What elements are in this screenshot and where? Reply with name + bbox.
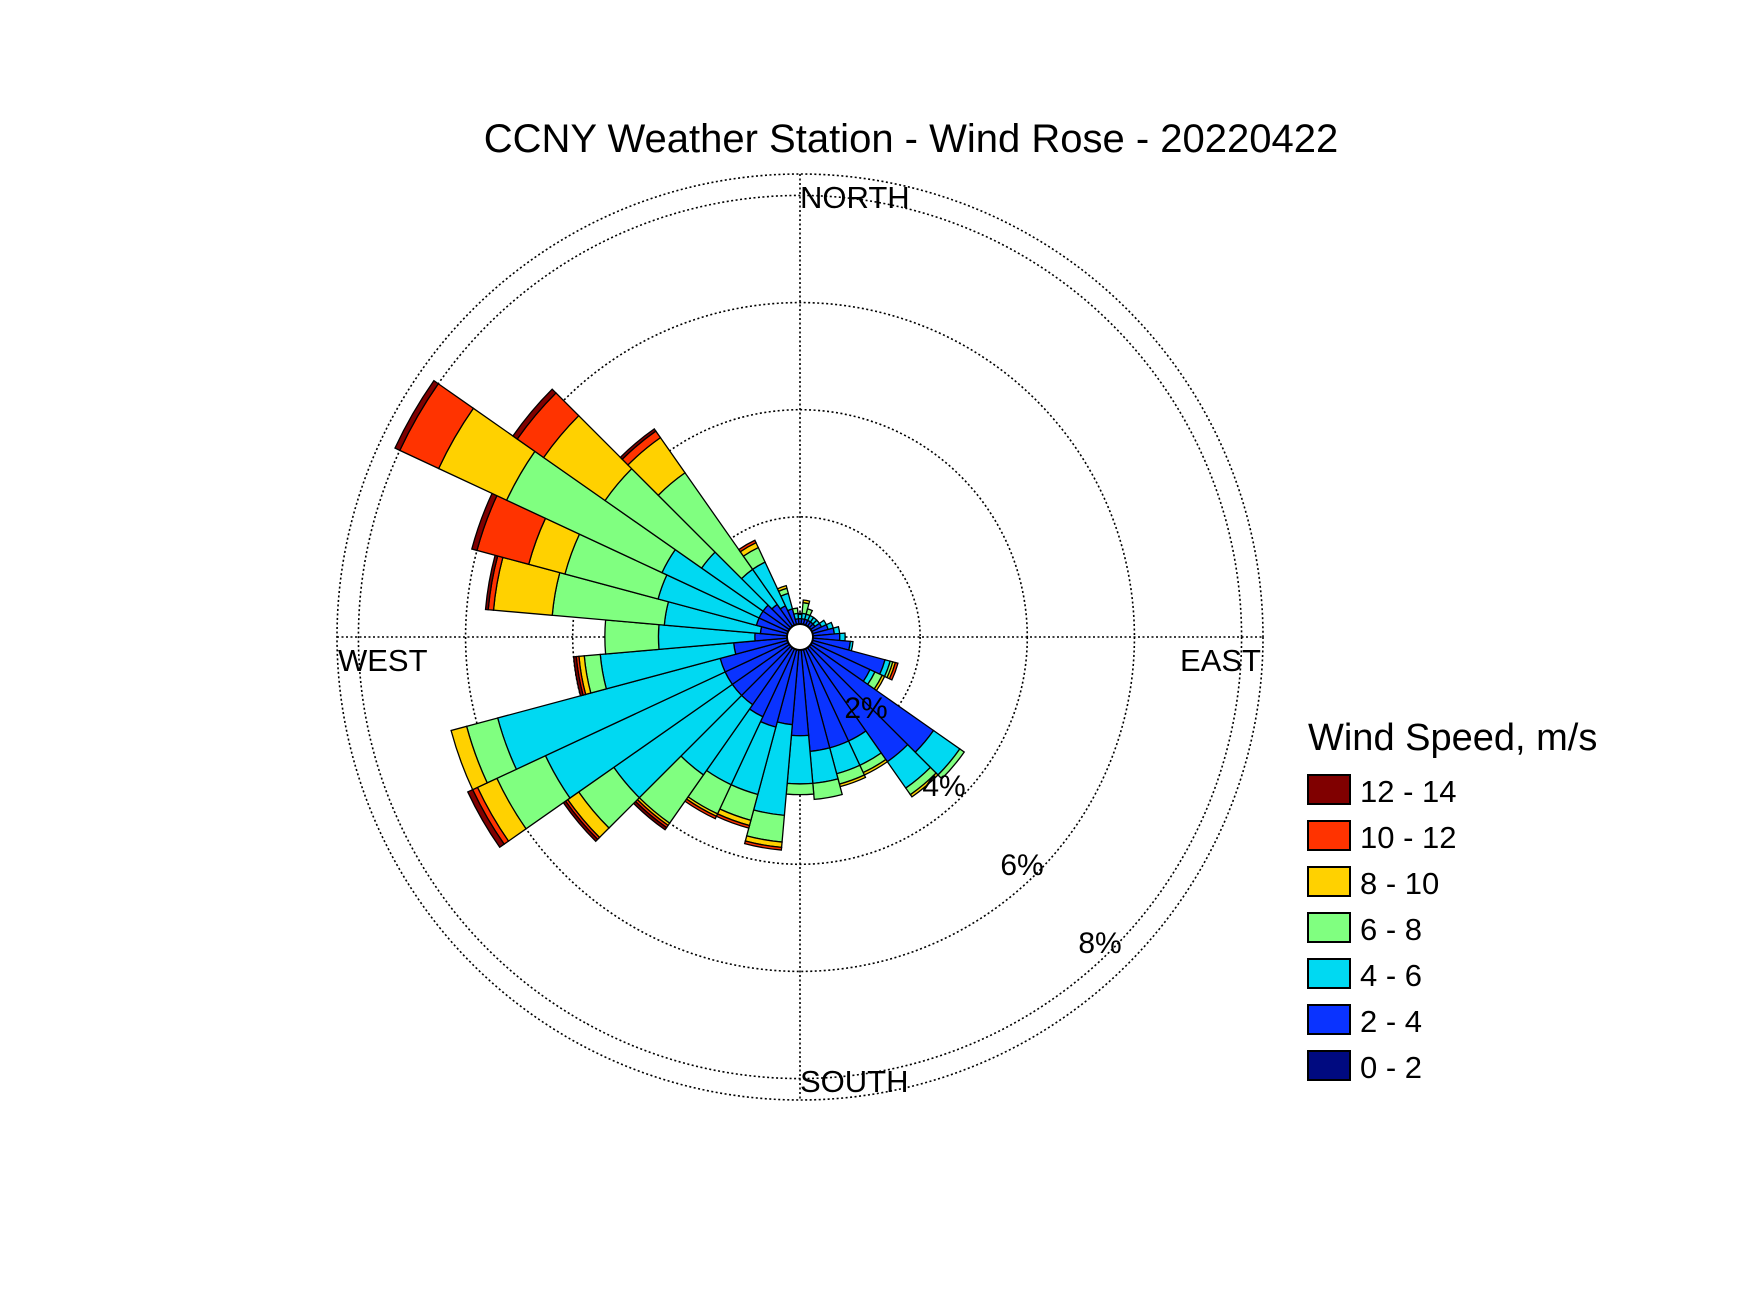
radial-tick-label-4: 4% bbox=[922, 770, 965, 803]
radial-tick-label-6: 6% bbox=[1000, 849, 1043, 882]
sector-330-bin-5 bbox=[737, 539, 757, 553]
sector-80-bin-2 bbox=[832, 625, 841, 635]
sector-170-bin-3 bbox=[812, 778, 843, 801]
sector-310-bin-6 bbox=[511, 388, 557, 440]
radial-tick-label-2: 2% bbox=[844, 692, 887, 725]
legend-swatch-2 bbox=[1307, 866, 1351, 897]
legend-swatch-0 bbox=[1307, 774, 1351, 805]
chart-title: CCNY Weather Station - Wind Rose - 20220… bbox=[484, 117, 1339, 161]
legend-swatch-1 bbox=[1307, 820, 1351, 851]
radial-grid bbox=[336, 173, 1264, 1101]
sector-250-bin-4 bbox=[450, 725, 489, 791]
sector-350-bin-3 bbox=[791, 607, 799, 615]
legend-swatch-3 bbox=[1307, 912, 1351, 943]
sector-340-bin-4 bbox=[776, 584, 788, 593]
east-label: EAST bbox=[1180, 643, 1261, 678]
wind-sectors bbox=[394, 379, 966, 851]
legend-label-1: 10 - 12 bbox=[1360, 820, 1457, 855]
legend-swatch-6 bbox=[1307, 1050, 1351, 1081]
radial-tick-label-8: 8% bbox=[1078, 927, 1121, 960]
legend: Wind Speed, m/s 12 - 14 10 - 12 8 - 10 6 - … bbox=[1307, 717, 1597, 1085]
sector-10-bin-4 bbox=[802, 599, 811, 605]
legend-label-4: 4 - 6 bbox=[1360, 958, 1422, 993]
sector-190-bin-5 bbox=[743, 840, 783, 851]
radial-tick-labels: 2% 4% 6% 8% bbox=[844, 692, 1121, 960]
sector-90-bin-2 bbox=[838, 632, 846, 642]
west-label: WEST bbox=[338, 643, 428, 678]
south-label: SOUTH bbox=[800, 1064, 909, 1099]
sector-20-bin-3 bbox=[805, 608, 814, 617]
sector-320-bin-6 bbox=[619, 427, 657, 461]
sector-180-bin-3 bbox=[785, 782, 815, 796]
legend-label-3: 6 - 8 bbox=[1360, 912, 1422, 947]
legend-label-6: 0 - 2 bbox=[1360, 1050, 1422, 1085]
legend-title: Wind Speed, m/s bbox=[1308, 717, 1597, 759]
legend-label-2: 8 - 10 bbox=[1360, 866, 1439, 901]
legend-swatch-4 bbox=[1307, 958, 1351, 989]
sector-300-bin-6 bbox=[394, 379, 440, 452]
sector-270-bin-3 bbox=[604, 619, 660, 655]
sector-140-bin-4 bbox=[909, 772, 939, 798]
sector-260-bin-6 bbox=[572, 655, 584, 697]
sector-240-bin-6 bbox=[466, 788, 506, 849]
legend-label-0: 12 - 14 bbox=[1360, 774, 1457, 809]
legend-label-5: 2 - 4 bbox=[1360, 1004, 1422, 1039]
legend-swatch-5 bbox=[1307, 1004, 1351, 1035]
grid-ring-2 bbox=[679, 516, 921, 758]
sector-130-bin-3 bbox=[937, 748, 966, 780]
north-label: NORTH bbox=[800, 180, 910, 215]
center-hole bbox=[786, 623, 814, 651]
sector-110-bin-5 bbox=[888, 661, 899, 681]
